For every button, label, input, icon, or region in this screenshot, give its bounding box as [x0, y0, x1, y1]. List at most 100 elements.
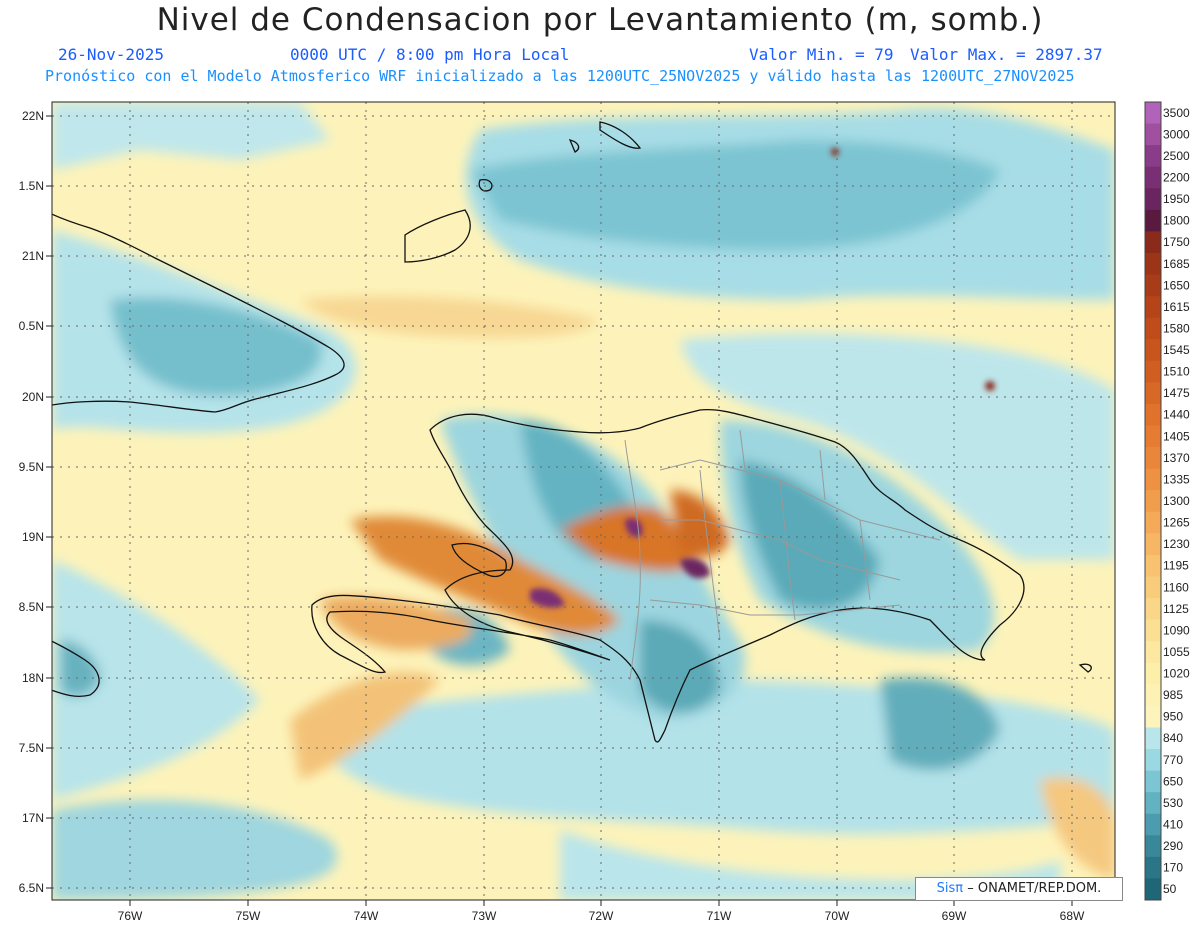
grid-lines	[52, 102, 1115, 900]
legend-label: 650	[1163, 774, 1183, 788]
legend-swatch	[1145, 835, 1161, 858]
lat-label: 17N	[22, 811, 44, 825]
legend-swatch	[1145, 360, 1161, 383]
legend-label: 1055	[1163, 645, 1190, 659]
legend-swatch	[1145, 770, 1161, 793]
lat-label: 1.5N	[19, 179, 44, 193]
legend-label: 1160	[1163, 580, 1189, 594]
legend-label: 410	[1163, 818, 1183, 832]
legend-label: 530	[1163, 796, 1183, 810]
lat-label: 8.5N	[19, 600, 44, 614]
legend-swatch	[1145, 576, 1161, 599]
lon-label: 70W	[825, 909, 850, 923]
legend-label: 1685	[1163, 257, 1190, 271]
forecast-date: 26-Nov-2025	[58, 45, 164, 64]
legend-swatch	[1145, 102, 1161, 125]
legend-swatch	[1145, 490, 1161, 513]
legend-label: 1950	[1163, 192, 1190, 206]
legend-label: 290	[1163, 839, 1183, 853]
lat-label: 9.5N	[19, 460, 44, 474]
legend-swatch	[1145, 619, 1161, 642]
lon-label: 76W	[118, 909, 143, 923]
legend-label: 1475	[1163, 386, 1190, 400]
legend-label: 1510	[1163, 365, 1190, 379]
legend-swatch	[1145, 554, 1161, 577]
map-frame	[51, 101, 1116, 901]
legend-label: 1300	[1163, 494, 1190, 508]
lat-label: 19N	[22, 530, 44, 544]
min-value: Valor Min. = 79	[749, 45, 894, 64]
legend-label: 2500	[1163, 149, 1190, 163]
legend-label: 1750	[1163, 235, 1190, 249]
lat-label: 20N	[22, 390, 44, 404]
max-value: Valor Max. = 2897.37	[910, 45, 1103, 64]
legend-label: 50	[1163, 882, 1177, 896]
lon-label: 74W	[354, 909, 379, 923]
legend-label: 1195	[1163, 559, 1189, 573]
color-legend: 3500 3000 2500 2200 1950 1800 1750 1685 1650 1615…	[1144, 101, 1190, 901]
coastline	[52, 121, 1092, 743]
legend-swatch	[1145, 598, 1161, 621]
legend-label: 1545	[1163, 343, 1190, 357]
lcl-field	[52, 102, 1115, 900]
lon-label: 75W	[236, 909, 261, 923]
legend-label: 1650	[1163, 278, 1190, 292]
legend-swatch	[1145, 231, 1161, 254]
legend-swatch	[1145, 296, 1161, 319]
lat-label: 22N	[22, 109, 44, 123]
legend-swatch	[1145, 468, 1161, 491]
legend-label: 1125	[1163, 602, 1189, 616]
legend-swatch	[1145, 511, 1161, 534]
legend-swatch	[1145, 878, 1161, 901]
legend-label: 3500	[1163, 106, 1190, 120]
legend-swatch	[1145, 274, 1161, 297]
legend-swatch	[1145, 792, 1161, 815]
forecast-description: Pronóstico con el Modelo Atmosferico WRF…	[45, 67, 1075, 85]
legend-swatch	[1145, 727, 1161, 750]
legend-swatch	[1145, 317, 1161, 340]
map-title: Nivel de Condensacion por Levantamiento …	[156, 2, 1044, 38]
legend-swatch	[1145, 684, 1161, 707]
legend-label: 170	[1163, 861, 1183, 875]
legend-label: 840	[1163, 731, 1183, 745]
legend-swatch	[1145, 209, 1161, 232]
legend-swatch	[1145, 447, 1161, 470]
legend-label: 950	[1163, 710, 1183, 724]
legend-swatch	[1145, 382, 1161, 405]
lat-label: 6.5N	[19, 881, 44, 895]
lon-label: 71W	[707, 909, 732, 923]
lon-label: 68W	[1060, 909, 1085, 923]
legend-label: 1335	[1163, 472, 1190, 486]
legend-label: 770	[1163, 753, 1183, 767]
legend-swatch	[1145, 813, 1161, 836]
lat-label: 0.5N	[19, 319, 44, 333]
legend-swatch	[1145, 662, 1161, 685]
legend-swatch	[1145, 641, 1161, 664]
lat-label: 7.5N	[19, 741, 44, 755]
legend-swatch	[1145, 252, 1161, 276]
lon-label: 72W	[589, 909, 614, 923]
sispi-logo: Sisπ	[936, 881, 964, 896]
lat-label: 18N	[22, 671, 44, 685]
legend-label: 3000	[1163, 127, 1190, 141]
legend-label: 985	[1163, 688, 1183, 702]
province-borders	[624, 429, 941, 681]
legend-label: 1090	[1163, 623, 1190, 637]
legend-swatch	[1145, 425, 1161, 448]
credit-box: Sisπ – ONAMET/REP.DOM.	[915, 877, 1123, 901]
lat-label: 21N	[22, 249, 44, 263]
legend-swatch	[1145, 339, 1161, 362]
legend-label: 1020	[1163, 667, 1190, 681]
legend-swatch	[1145, 123, 1161, 146]
legend-label: 1580	[1163, 321, 1190, 335]
legend-label: 1615	[1163, 300, 1190, 314]
credit-text: – ONAMET/REP.DOM.	[967, 881, 1102, 896]
legend-swatch	[1145, 145, 1161, 168]
legend-label: 1800	[1163, 214, 1190, 228]
legend-label: 1405	[1163, 429, 1190, 443]
legend-border	[1144, 101, 1162, 901]
legend-label: 2200	[1163, 170, 1190, 184]
legend-swatch	[1145, 166, 1161, 189]
legend-swatch	[1145, 749, 1161, 772]
